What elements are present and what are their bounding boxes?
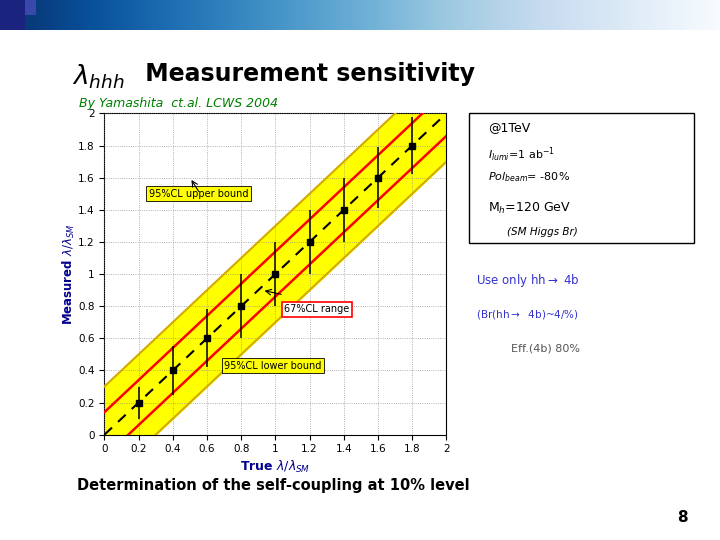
Text: 95%CL lower bound: 95%CL lower bound bbox=[224, 361, 321, 370]
Text: (Br(hh$\rightarrow$  4b)~4/%): (Br(hh$\rightarrow$ 4b)~4/%) bbox=[476, 308, 579, 321]
Y-axis label: Measured $\lambda/\lambda_{SM}$: Measured $\lambda/\lambda_{SM}$ bbox=[60, 224, 76, 325]
Text: $\mathit{I}_{lumi}$=1 ab$^{-1}$: $\mathit{I}_{lumi}$=1 ab$^{-1}$ bbox=[488, 146, 555, 164]
Text: Use only hh$\rightarrow$ 4b: Use only hh$\rightarrow$ 4b bbox=[476, 272, 580, 289]
Text: (SM Higgs Br): (SM Higgs Br) bbox=[507, 227, 577, 237]
Text: 95%CL upper bound: 95%CL upper bound bbox=[149, 188, 248, 199]
Text: M$_h$=120 GeV: M$_h$=120 GeV bbox=[488, 201, 571, 216]
Text: 8: 8 bbox=[677, 510, 688, 525]
Text: @1TeV: @1TeV bbox=[488, 122, 530, 134]
Text: Determination of the self-coupling at 10% level: Determination of the self-coupling at 10… bbox=[77, 478, 470, 493]
X-axis label: True $\lambda/\lambda_{SM}$: True $\lambda/\lambda_{SM}$ bbox=[240, 458, 310, 475]
Text: Measurement sensitivity: Measurement sensitivity bbox=[137, 62, 474, 86]
Text: Eff.(4b) 80%: Eff.(4b) 80% bbox=[511, 343, 580, 354]
Text: $\lambda_{hhh}$: $\lambda_{hhh}$ bbox=[72, 62, 125, 91]
Text: $\mathit{Pol}_{beam}$= -80%: $\mathit{Pol}_{beam}$= -80% bbox=[488, 170, 570, 184]
Text: By Yamashita  ct.al. LCWS 2004: By Yamashita ct.al. LCWS 2004 bbox=[79, 97, 279, 110]
Bar bbox=[25, 0, 36, 15]
FancyBboxPatch shape bbox=[469, 113, 694, 243]
Text: 67%CL range: 67%CL range bbox=[284, 305, 349, 314]
Bar bbox=[0, 0, 25, 30]
